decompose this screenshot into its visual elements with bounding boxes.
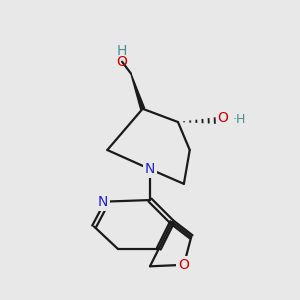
Text: ·H: ·H: [233, 113, 246, 126]
Text: O: O: [178, 258, 189, 272]
Text: O: O: [117, 55, 128, 69]
Text: O: O: [218, 111, 229, 124]
Text: N: N: [145, 162, 155, 176]
Text: N: N: [98, 194, 108, 208]
Text: H: H: [117, 44, 127, 58]
Polygon shape: [131, 74, 145, 110]
